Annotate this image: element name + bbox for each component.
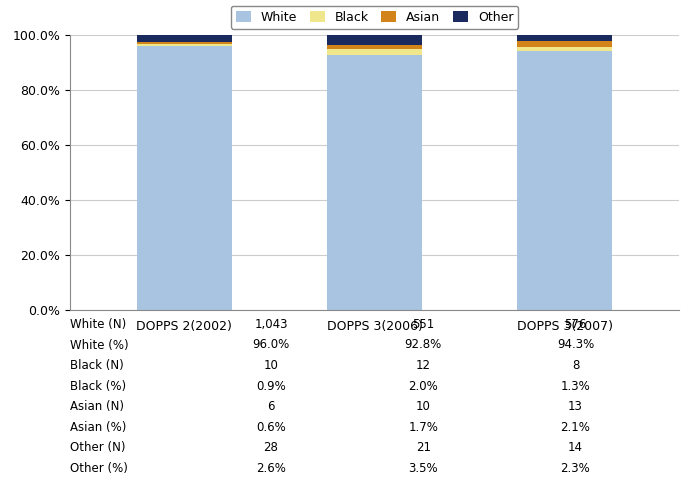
Bar <box>327 50 422 55</box>
Text: 92.8%: 92.8% <box>405 338 442 351</box>
Bar <box>517 35 612 42</box>
Text: 2.1%: 2.1% <box>561 421 590 434</box>
Text: Black (N): Black (N) <box>70 359 124 372</box>
Bar <box>136 44 232 46</box>
Text: 2.6%: 2.6% <box>256 462 286 475</box>
Bar <box>327 55 422 310</box>
Text: 6: 6 <box>267 400 274 413</box>
Bar <box>517 42 612 47</box>
Text: 2.3%: 2.3% <box>561 462 590 475</box>
Text: 1,043: 1,043 <box>254 318 288 331</box>
Legend: White, Black, Asian, Other: White, Black, Asian, Other <box>231 6 518 28</box>
Bar <box>136 34 232 42</box>
Text: 576: 576 <box>564 318 587 331</box>
Text: 12: 12 <box>416 359 430 372</box>
Text: 10: 10 <box>263 359 279 372</box>
Bar <box>327 44 422 50</box>
Text: 96.0%: 96.0% <box>252 338 290 351</box>
Text: White (N): White (N) <box>70 318 126 331</box>
Text: 8: 8 <box>572 359 579 372</box>
Bar <box>136 42 232 43</box>
Text: 0.9%: 0.9% <box>256 380 286 392</box>
Text: Black (%): Black (%) <box>70 380 126 392</box>
Text: Asian (%): Asian (%) <box>70 421 127 434</box>
Text: White (%): White (%) <box>70 338 129 351</box>
Text: Asian (N): Asian (N) <box>70 400 124 413</box>
Text: 551: 551 <box>412 318 434 331</box>
Text: Other (N): Other (N) <box>70 442 125 454</box>
Text: 2.0%: 2.0% <box>408 380 438 392</box>
Bar <box>517 47 612 50</box>
Text: 0.6%: 0.6% <box>256 421 286 434</box>
Text: 21: 21 <box>416 442 430 454</box>
Text: 1.7%: 1.7% <box>408 421 438 434</box>
Bar <box>327 35 422 44</box>
Text: 1.3%: 1.3% <box>561 380 590 392</box>
Text: 10: 10 <box>416 400 430 413</box>
Text: 94.3%: 94.3% <box>556 338 594 351</box>
Text: 13: 13 <box>568 400 583 413</box>
Text: 3.5%: 3.5% <box>408 462 438 475</box>
Text: 14: 14 <box>568 442 583 454</box>
Bar <box>517 50 612 310</box>
Bar <box>136 46 232 310</box>
Text: 28: 28 <box>263 442 279 454</box>
Text: Other (%): Other (%) <box>70 462 128 475</box>
